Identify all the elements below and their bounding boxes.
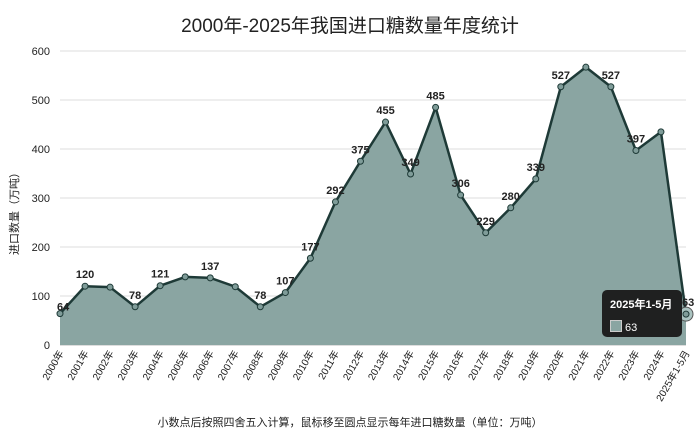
y-tick-label: 200 — [32, 242, 50, 254]
data-labels: 64 120 78 121 137 78 107 177 292 375 455 349 485 306 2… — [57, 70, 694, 314]
y-tick-label: 300 — [32, 193, 50, 205]
chart-title: 2000年-2025年我国进口糖数量年度统计 — [181, 16, 519, 37]
data-point — [56, 310, 64, 318]
x-tick-label: 2020年 — [540, 348, 567, 382]
data-point — [682, 310, 690, 318]
tooltip-title: 2025年1-5月 — [610, 299, 673, 311]
data-label: 455 — [376, 105, 394, 117]
data-label: 64 — [57, 302, 70, 314]
area-fill — [60, 67, 686, 346]
data-point — [231, 283, 239, 291]
data-point — [482, 229, 490, 237]
data-label: 78 — [254, 290, 266, 302]
x-tick-label: 2004年 — [139, 348, 166, 382]
data-point — [507, 204, 515, 212]
x-tick-label: 2008年 — [240, 348, 267, 382]
data-point — [582, 63, 590, 71]
x-tick-label: 2007年 — [214, 348, 241, 382]
data-label: 349 — [401, 157, 419, 169]
data-point — [632, 146, 640, 154]
data-label: 63 — [682, 297, 694, 309]
y-tick-label: 500 — [32, 95, 50, 107]
tooltip-swatch — [610, 320, 622, 332]
data-label: 375 — [351, 144, 369, 156]
x-tick-label: 2000年 — [39, 348, 66, 382]
x-tick-label: 2021年 — [565, 348, 592, 382]
data-label: 107 — [276, 276, 294, 288]
x-axis-ticks: 2000年 2001年 2002年 2003年 2004年 2005年 2006年 2007年… — [39, 348, 692, 404]
x-tick-label: 2015年 — [415, 348, 442, 382]
data-label: 280 — [502, 191, 520, 203]
x-tick-label: 2018年 — [490, 348, 517, 382]
area-series — [59, 65, 688, 346]
data-point — [557, 83, 565, 91]
data-label: 527 — [552, 70, 570, 82]
data-point — [256, 303, 264, 311]
data-label: 121 — [151, 269, 169, 281]
x-tick-label: 2012年 — [340, 348, 367, 382]
data-point — [106, 283, 114, 291]
data-label: 527 — [602, 70, 620, 82]
x-tick-label: 2002年 — [89, 348, 116, 382]
data-label: 78 — [129, 290, 141, 302]
x-tick-label: 2001年 — [64, 348, 91, 382]
tooltip: 2025年1-5月 63 — [602, 290, 682, 337]
x-tick-label: 2011年 — [315, 348, 342, 382]
x-tick-label: 2010年 — [290, 348, 317, 382]
tooltip-value: 63 — [625, 322, 638, 334]
data-point — [131, 303, 139, 311]
x-tick-label: 2003年 — [114, 348, 141, 382]
data-label: 397 — [627, 133, 645, 145]
series-line — [59, 65, 688, 315]
data-point — [407, 170, 415, 178]
y-tick-label: 0 — [44, 340, 50, 352]
x-tick-label: 2024年 — [640, 348, 667, 382]
data-point — [181, 273, 189, 281]
x-tick-label: 2006年 — [189, 348, 216, 382]
x-tick-label: 2017年 — [465, 348, 492, 382]
y-tick-label: 400 — [32, 144, 50, 156]
data-point — [206, 274, 214, 282]
y-tick-label: 600 — [32, 46, 50, 58]
data-point — [657, 128, 665, 136]
data-point — [81, 282, 89, 290]
data-point — [457, 191, 465, 199]
y-axis-ticks: 0 100 200 300 400 500 600 — [32, 46, 50, 352]
data-point — [607, 83, 615, 91]
data-point — [306, 254, 314, 262]
data-point — [432, 103, 440, 111]
x-tick-label: 2019年 — [515, 348, 542, 382]
y-tick-label: 100 — [32, 291, 50, 303]
x-tick-label: 2016年 — [440, 348, 467, 382]
data-label: 485 — [426, 90, 444, 102]
x-tick-label: 2022年 — [590, 348, 617, 382]
data-label: 339 — [527, 162, 545, 174]
data-label: 292 — [326, 185, 344, 197]
data-label: 177 — [301, 241, 319, 253]
chart-footnote: 小数点后按照四舍五入计算，鼠标移至圆点显示每年进口糖数量（单位：万吨） — [157, 416, 543, 429]
data-points — [56, 63, 694, 322]
x-tick-label: 2023年 — [615, 348, 642, 382]
data-point — [382, 118, 390, 126]
data-point — [281, 289, 289, 297]
x-tick-label: 2013年 — [365, 348, 392, 382]
x-tick-label: 2009年 — [265, 348, 292, 382]
data-point — [331, 198, 339, 206]
x-tick-label: 2005年 — [164, 348, 191, 382]
data-label: 137 — [201, 261, 219, 273]
x-tick-label: 2014年 — [390, 348, 417, 382]
data-label: 306 — [451, 178, 469, 190]
data-point — [156, 282, 164, 290]
data-point — [356, 157, 364, 165]
data-point — [532, 175, 540, 183]
data-label: 120 — [76, 269, 94, 281]
data-label: 229 — [477, 216, 495, 228]
